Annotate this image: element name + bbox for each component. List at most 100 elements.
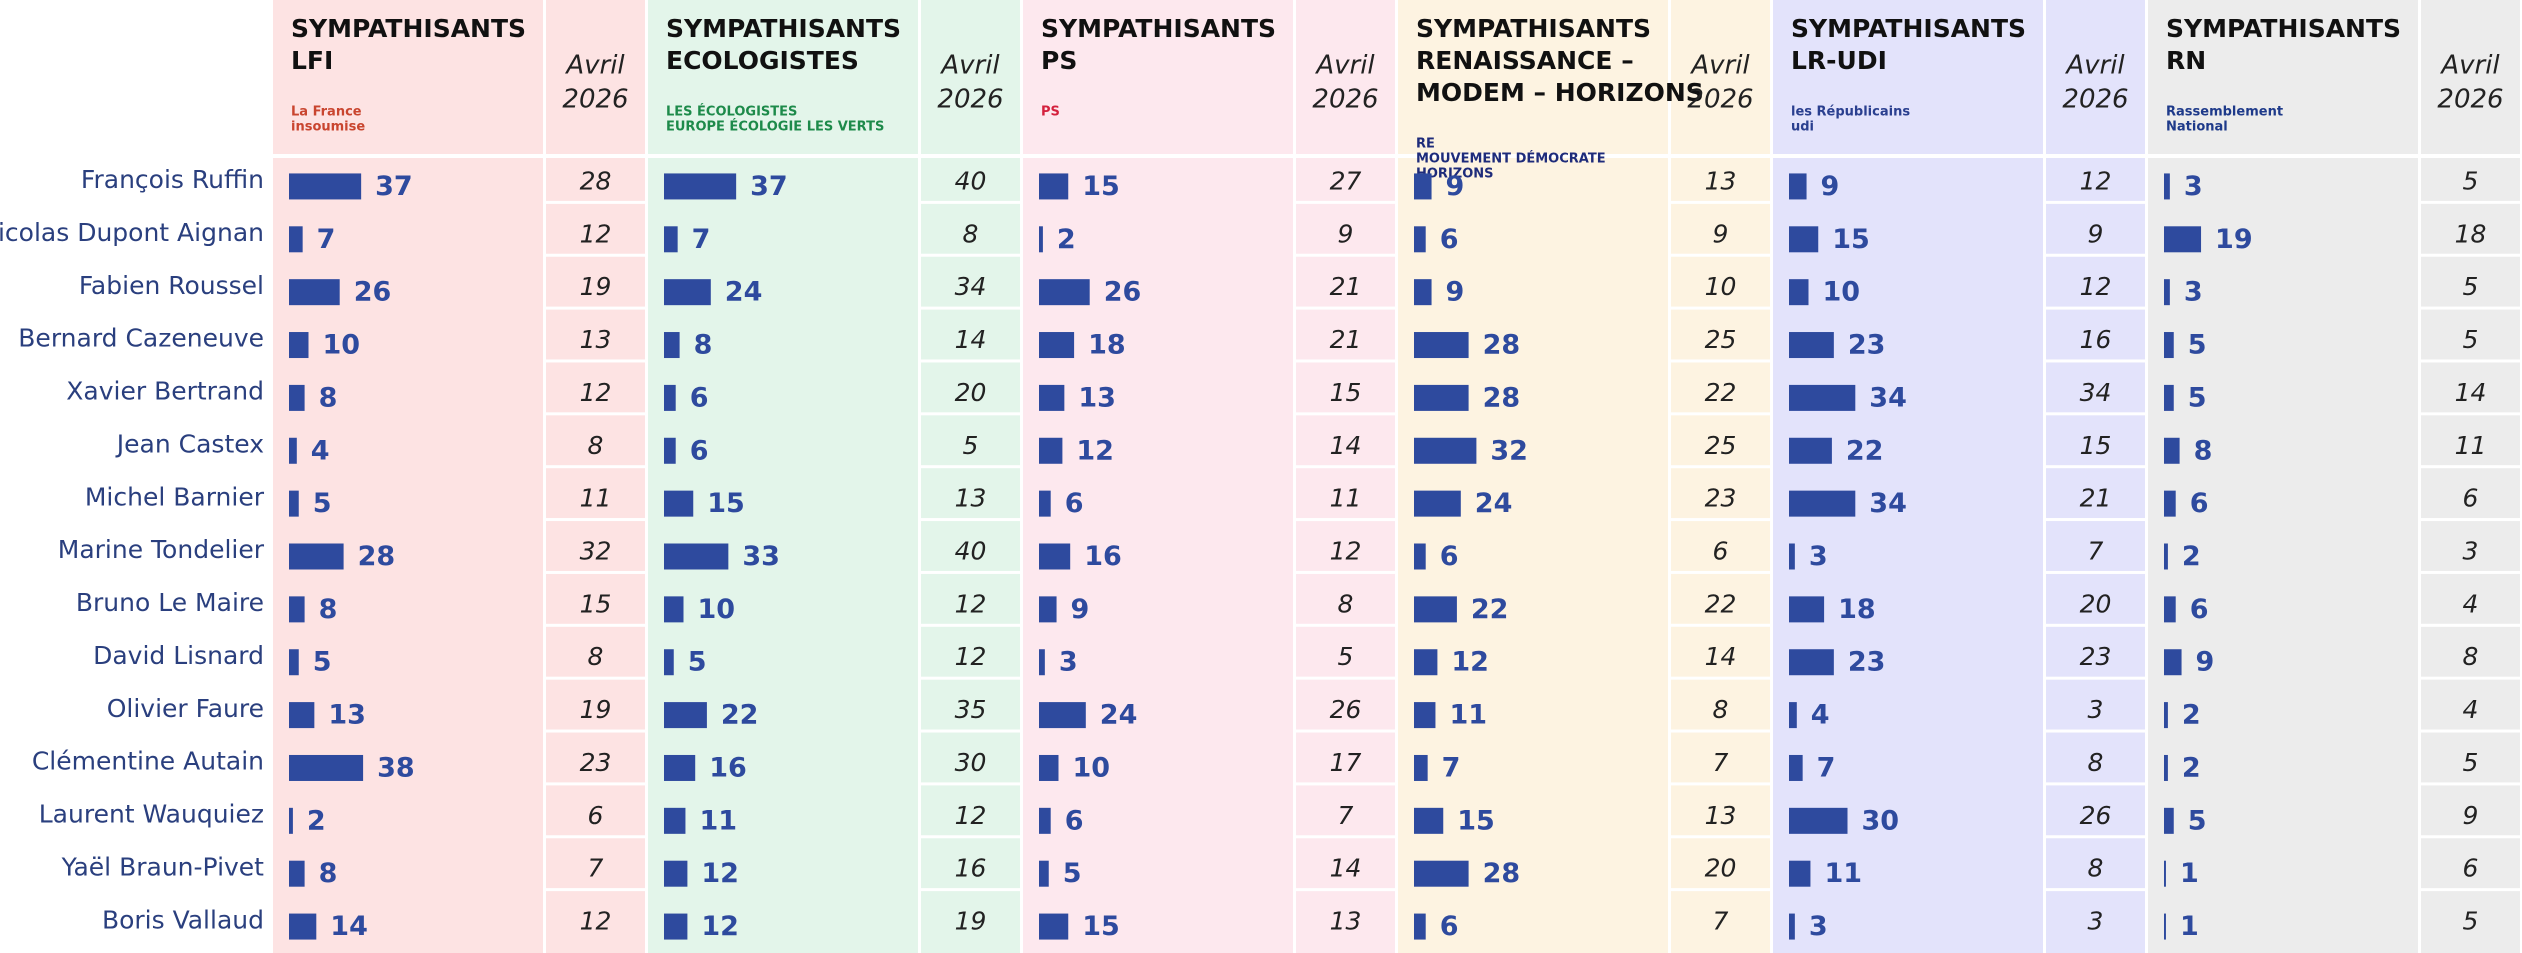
group-title: RN: [2166, 46, 2206, 75]
party-logo: Rassemblement: [2166, 105, 2283, 120]
compare-value: 14: [1330, 854, 1362, 883]
compare-value: 12: [1330, 537, 1362, 566]
group-background: [1773, 0, 2043, 953]
row-name: Fabien Roussel: [79, 271, 264, 300]
row-separator: [2421, 412, 2520, 416]
row-name: Michel Barnier: [85, 482, 265, 511]
bar: [1414, 913, 1426, 940]
bar: [1789, 543, 1795, 570]
value-label: 23: [1848, 330, 1886, 361]
compare-value: 25: [1705, 325, 1737, 354]
row-name: Bernard Cazeneuve: [18, 324, 264, 353]
value-label: 8: [319, 382, 338, 413]
bar: [1039, 702, 1086, 729]
compare-value: 12: [955, 801, 987, 830]
compare-value: 8: [963, 219, 979, 248]
bar: [1414, 384, 1469, 411]
bar: [289, 754, 364, 781]
row-separator: [1296, 570, 1395, 574]
row-separator: [921, 623, 1020, 627]
value-label: 15: [1832, 224, 1870, 255]
value-label: 2: [2182, 541, 2201, 572]
row-separator: [546, 465, 645, 469]
value-label: 1: [2180, 858, 2199, 889]
compare-value: 8: [2463, 642, 2479, 671]
compare-value: 22: [1705, 589, 1737, 618]
compare-value: 5: [2463, 272, 2479, 301]
bar: [1414, 543, 1426, 570]
compare-value: 11: [1330, 484, 1362, 513]
row-separator: [2046, 359, 2145, 363]
row-separator: [1296, 412, 1395, 416]
bar: [289, 384, 305, 411]
compare-value: 19: [580, 272, 612, 301]
value-label: 15: [1082, 911, 1120, 942]
compare-value: 16: [955, 854, 987, 883]
party-logo: insoumise: [291, 120, 365, 135]
compare-value: 4: [2463, 589, 2479, 618]
compare-value: 20: [955, 378, 987, 407]
row-name: Boris Vallaud: [102, 905, 264, 934]
row-separator: [1671, 623, 1770, 627]
compare-value: 17: [1330, 748, 1362, 777]
bar: [1039, 226, 1043, 253]
row-separator: [1296, 518, 1395, 522]
value-label: 3: [2184, 277, 2203, 308]
value-label: 33: [742, 541, 780, 572]
compare-value: 7: [2088, 537, 2104, 566]
compare-value: 40: [955, 537, 987, 566]
value-label: 5: [313, 647, 332, 678]
compare-header: Avril: [1314, 51, 1375, 81]
row-separator: [546, 306, 645, 310]
party-logo: La France: [291, 105, 362, 120]
compare-value: 7: [1338, 801, 1354, 830]
value-label: 24: [725, 277, 763, 308]
compare-value: 16: [2080, 325, 2112, 354]
value-label: 16: [1084, 541, 1122, 572]
compare-value: 5: [1338, 642, 1354, 671]
bar: [1414, 596, 1457, 623]
bar: [289, 543, 344, 570]
compare-value: 19: [580, 695, 612, 724]
row-separator: [2421, 253, 2520, 257]
value-label: 3: [2184, 171, 2203, 202]
value-label: 12: [701, 911, 739, 942]
party-logo: HORIZONS: [1416, 167, 1494, 182]
compare-value: 14: [2455, 378, 2487, 407]
value-label: 8: [694, 330, 713, 361]
row-separator: [2046, 676, 2145, 680]
value-label: 34: [1869, 488, 1907, 519]
row-separator: [2046, 835, 2145, 839]
value-label: 28: [358, 541, 396, 572]
row-separator: [1671, 570, 1770, 574]
value-label: 6: [2190, 594, 2209, 625]
bar: [1789, 226, 1819, 253]
group-background: [648, 0, 918, 953]
bar: [1789, 913, 1795, 940]
row-separator: [2421, 200, 2520, 204]
row-separator: [1671, 359, 1770, 363]
row-name: Clémentine Autain: [32, 747, 264, 776]
value-label: 37: [375, 171, 413, 202]
value-label: 9: [1446, 171, 1465, 202]
header-separator: [1023, 154, 1395, 158]
row-separator: [1296, 465, 1395, 469]
row-separator: [2421, 729, 2520, 733]
compare-value: 13: [955, 484, 987, 513]
value-label: 11: [1824, 858, 1862, 889]
value-label: 32: [1490, 435, 1528, 466]
compare-value: 12: [2080, 166, 2112, 195]
row-separator: [1296, 676, 1395, 680]
bar: [1789, 649, 1834, 676]
bar: [1039, 807, 1051, 834]
row-separator: [921, 835, 1020, 839]
row-separator: [2046, 782, 2145, 786]
value-label: 5: [2188, 382, 2207, 413]
value-label: 10: [698, 594, 736, 625]
compare-value: 23: [580, 748, 612, 777]
row-separator: [546, 729, 645, 733]
compare-value: 18: [2455, 219, 2487, 248]
row-separator: [2421, 676, 2520, 680]
bar: [1039, 754, 1059, 781]
